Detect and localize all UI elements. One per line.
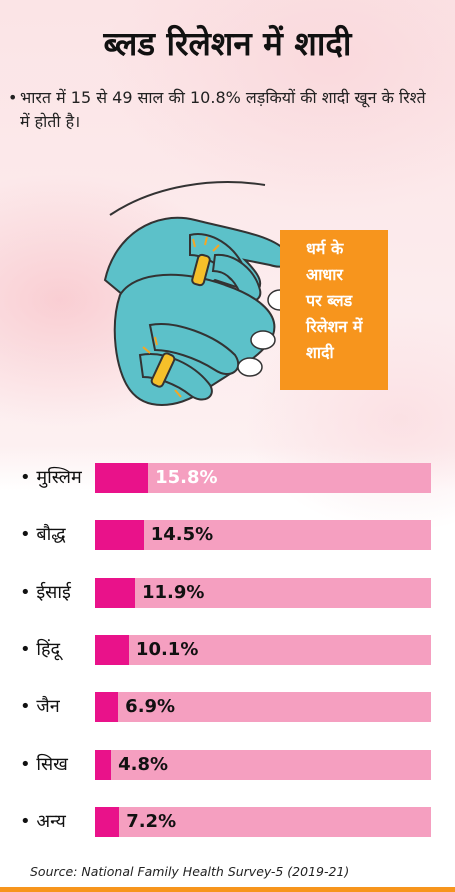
bar-track: 7.2% bbox=[95, 806, 431, 837]
callout-line: आधार bbox=[306, 265, 343, 284]
bar bbox=[95, 520, 144, 551]
callout-card: धर्म के आधार पर ब्लड रिलेशन में शादी bbox=[280, 230, 388, 390]
bar bbox=[95, 692, 119, 723]
category-label: • सिख bbox=[20, 753, 68, 775]
callout-line: पर ब्लड bbox=[306, 291, 353, 310]
hands-illustration bbox=[103, 181, 305, 406]
bar bbox=[95, 577, 135, 608]
bar-track: 6.9% bbox=[95, 692, 431, 723]
value-label: 7.2% bbox=[126, 810, 177, 832]
bullet-icon: • bbox=[8, 88, 18, 107]
value-label: 14.5% bbox=[150, 524, 214, 546]
callout-line: धर्म के bbox=[306, 239, 344, 258]
bottom-accent-line bbox=[0, 887, 455, 892]
category-label: • मुस्लिम bbox=[20, 467, 82, 488]
value-label: 4.8% bbox=[118, 753, 169, 775]
bar-track: 14.5% bbox=[95, 520, 431, 551]
category-label: • हिंदू bbox=[20, 638, 61, 660]
value-label: 6.9% bbox=[125, 696, 176, 718]
page-title: ब्लड रिलेशन में शादी bbox=[103, 24, 352, 63]
bar bbox=[95, 806, 120, 837]
bar-track: 11.9% bbox=[95, 577, 431, 608]
bar bbox=[95, 749, 112, 780]
value-label: 10.1% bbox=[135, 638, 199, 660]
bar bbox=[95, 463, 149, 493]
bar-track: 15.8% bbox=[95, 463, 431, 493]
bar-track: 4.8% bbox=[95, 749, 431, 780]
source-note: Source: National Family Health Survey-5 … bbox=[30, 864, 350, 879]
callout-line: शादी bbox=[306, 343, 334, 362]
value-label: 15.8% bbox=[155, 467, 218, 488]
subtitle: • भारत में 15 से 49 साल की 10.8% लड़कियो… bbox=[8, 86, 440, 134]
bar bbox=[95, 634, 129, 665]
category-label: • अन्य bbox=[20, 810, 66, 832]
bar-chart: • मुस्लिम 15.8% • बौद्ध 14.5% • ईसाई 11.9% • ह… bbox=[0, 455, 455, 855]
value-label: 11.9% bbox=[141, 581, 205, 603]
category-label: • बौद्ध bbox=[20, 524, 66, 546]
category-label: • ईसाई bbox=[20, 581, 71, 603]
category-label: • जैन bbox=[20, 696, 60, 718]
callout-line: रिलेशन में bbox=[306, 317, 363, 336]
bar-track: 10.1% bbox=[95, 634, 431, 665]
subtitle-text: भारत में 15 से 49 साल की 10.8% लड़कियों … bbox=[20, 88, 426, 131]
